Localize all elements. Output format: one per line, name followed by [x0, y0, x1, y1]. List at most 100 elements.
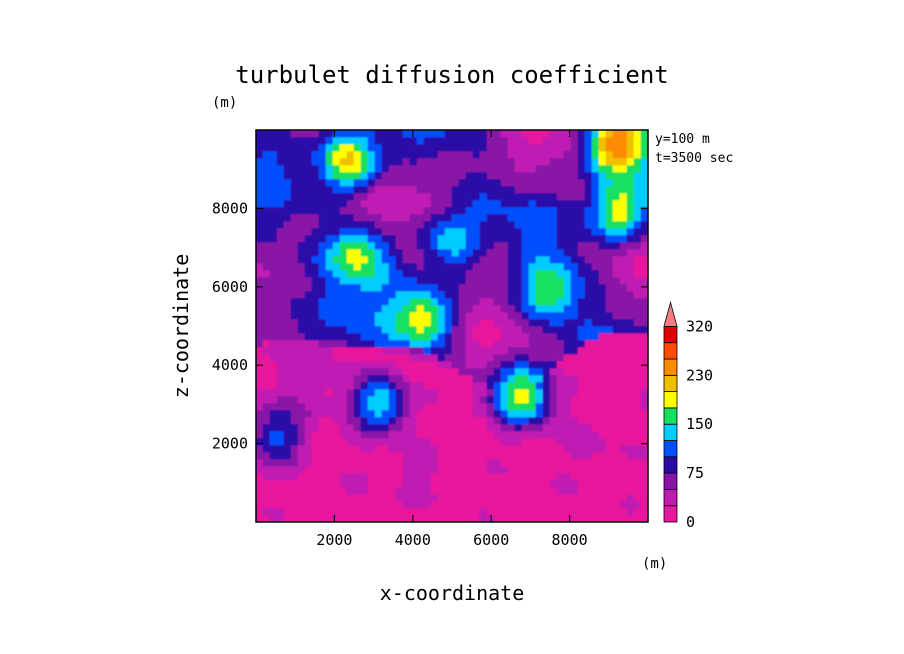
- contour-cell: [619, 136, 628, 145]
- contour-cell: [472, 255, 481, 264]
- contour-cell: [262, 339, 271, 348]
- contour-cell: [381, 262, 390, 271]
- contour-cell: [367, 311, 376, 320]
- contour-cell: [577, 346, 586, 355]
- contour-cell: [297, 164, 306, 173]
- contour-cell: [486, 360, 495, 369]
- contour-cell: [563, 500, 572, 509]
- contour-cell: [416, 213, 425, 222]
- contour-cell: [626, 339, 635, 348]
- contour-cell: [290, 451, 299, 460]
- contour-cell: [339, 234, 348, 243]
- contour-cell: [423, 402, 432, 411]
- contour-cell: [528, 150, 537, 159]
- contour-cell: [402, 283, 411, 292]
- contour-cell: [584, 164, 593, 173]
- contour-cell: [605, 143, 614, 152]
- contour-cell: [353, 444, 362, 453]
- contour-cell: [367, 297, 376, 306]
- contour-cell: [577, 178, 586, 187]
- contour-cell: [514, 185, 523, 194]
- contour-cell: [577, 486, 586, 495]
- contour-cell: [479, 206, 488, 215]
- contour-cell: [353, 241, 362, 250]
- contour-cell: [395, 311, 404, 320]
- contour-cell: [528, 234, 537, 243]
- contour-cell: [276, 304, 285, 313]
- contour-cell: [256, 311, 264, 320]
- contour-cell: [388, 206, 397, 215]
- contour-cell: [563, 507, 572, 516]
- contour-cell: [423, 388, 432, 397]
- contour-cell: [563, 248, 572, 257]
- contour-cell: [535, 178, 544, 187]
- contour-cell: [332, 451, 341, 460]
- contour-cell: [598, 500, 607, 509]
- contour-cell: [584, 276, 593, 285]
- contour-cell: [626, 325, 635, 334]
- contour-cell: [493, 290, 502, 299]
- contour-cell: [304, 297, 313, 306]
- contour-cell: [353, 451, 362, 460]
- contour-cell: [521, 171, 530, 180]
- contour-cell: [640, 206, 648, 215]
- contour-cell: [549, 346, 558, 355]
- contour-cell: [472, 367, 481, 376]
- contour-cell: [290, 213, 299, 222]
- contour-cell: [563, 514, 572, 522]
- contour-cell: [360, 381, 369, 390]
- contour-cell: [521, 507, 530, 516]
- contour-cell: [346, 430, 355, 439]
- contour-cell: [521, 325, 530, 334]
- contour-cell: [360, 136, 369, 145]
- contour-cell: [507, 514, 516, 522]
- contour-cell: [339, 150, 348, 159]
- contour-cell: [493, 514, 502, 522]
- contour-cell: [542, 178, 551, 187]
- contour-cell: [374, 297, 383, 306]
- contour-cell: [339, 451, 348, 460]
- contour-cell: [262, 290, 271, 299]
- contour-cell: [605, 458, 614, 467]
- contour-cell: [465, 262, 474, 271]
- contour-cell: [402, 164, 411, 173]
- contour-cell: [570, 304, 579, 313]
- contour-cell: [500, 332, 509, 341]
- contour-cell: [521, 192, 530, 201]
- contour-cell: [402, 514, 411, 522]
- contour-cell: [556, 395, 565, 404]
- contour-cell: [570, 199, 579, 208]
- contour-cell: [381, 290, 390, 299]
- contour-cell: [591, 164, 600, 173]
- contour-cell: [514, 416, 523, 425]
- contour-cell: [262, 423, 271, 432]
- contour-cell: [346, 269, 355, 278]
- contour-cell: [374, 493, 383, 502]
- contour-cell: [514, 367, 523, 376]
- contour-cell: [409, 486, 418, 495]
- contour-cell: [549, 304, 558, 313]
- contour-cell: [318, 178, 327, 187]
- contour-cell: [367, 178, 376, 187]
- contour-cell: [276, 423, 285, 432]
- contour-cell: [605, 199, 614, 208]
- contour-cell: [612, 353, 621, 362]
- contour-cell: [577, 241, 586, 250]
- contour-cell: [619, 444, 628, 453]
- contour-cell: [423, 367, 432, 376]
- contour-cell: [374, 409, 383, 418]
- contour-cell: [339, 416, 348, 425]
- contour-cell: [507, 402, 516, 411]
- contour-cell: [535, 409, 544, 418]
- contour-cell: [311, 507, 320, 516]
- contour-cell: [472, 360, 481, 369]
- contour-cell: [570, 353, 579, 362]
- contour-cell: [570, 493, 579, 502]
- contour-cell: [353, 192, 362, 201]
- contour-cell: [570, 255, 579, 264]
- contour-cell: [563, 178, 572, 187]
- contour-cell: [584, 143, 593, 152]
- contour-cell: [465, 178, 474, 187]
- contour-cell: [381, 381, 390, 390]
- contour-cell: [256, 395, 264, 404]
